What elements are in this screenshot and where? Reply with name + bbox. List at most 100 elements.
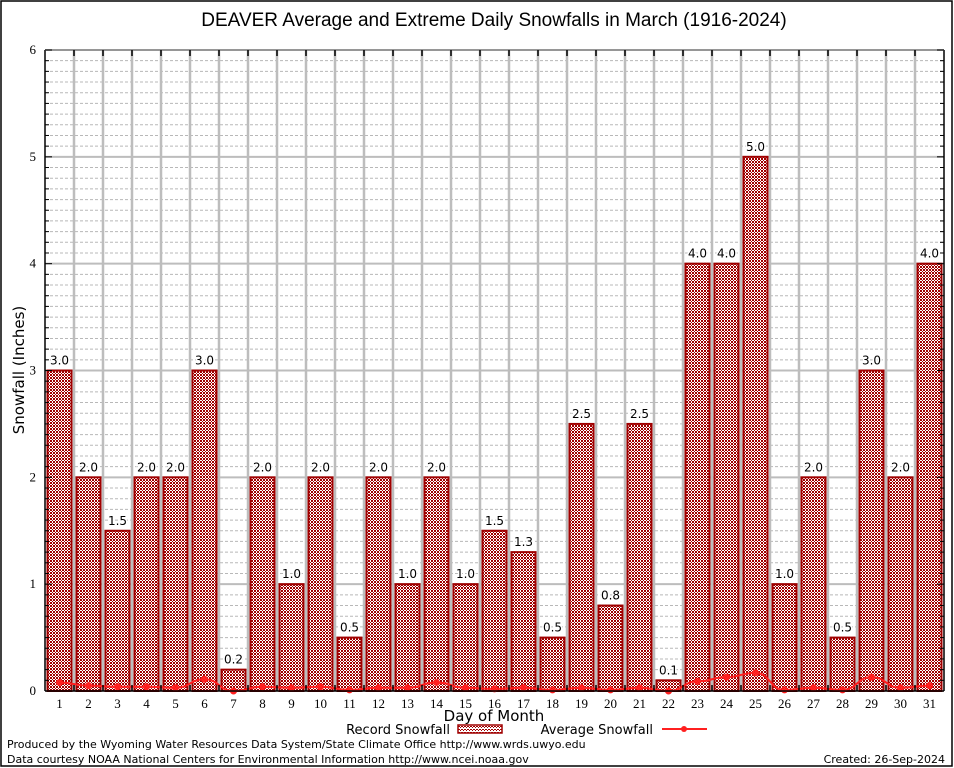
footer-source: Data courtesy NOAA National Centers for … — [7, 753, 529, 766]
record-bar — [481, 529, 508, 692]
record-bar — [510, 551, 537, 692]
y-tick-label: 4 — [30, 256, 37, 271]
x-tick-label: 8 — [259, 696, 266, 711]
average-point — [346, 686, 353, 694]
x-tick-label: 2 — [85, 696, 92, 711]
x-tick-label: 30 — [894, 696, 907, 711]
record-bar — [684, 262, 711, 692]
x-tick-label: 3 — [114, 696, 121, 711]
y-axis-title: Snowfall (Inches) — [10, 306, 28, 434]
average-point — [694, 677, 701, 685]
y-tick-label: 6 — [30, 42, 37, 57]
average-point — [781, 686, 788, 694]
average-point — [607, 686, 614, 694]
average-point — [636, 684, 643, 692]
bar-labels: 3.0 2.0 1.5 2.0 2.0 3.0 0.2 2.0 1.0 2.0 0.5 2.0 1.0 2… — [48, 138, 940, 678]
y-tick-label: 3 — [30, 363, 37, 378]
y-tick-label: 0 — [30, 683, 37, 698]
bar-value-label: 2.0 — [891, 460, 910, 474]
x-axis-title: Day of Month — [444, 707, 545, 725]
bar-value-label: 0.1 — [659, 663, 678, 677]
record-bar — [423, 476, 450, 693]
record-bar — [887, 476, 914, 693]
average-point — [897, 684, 904, 692]
record-bar — [46, 369, 73, 692]
bar-value-label: 0.5 — [543, 621, 562, 635]
average-point — [868, 673, 875, 681]
bar-value-label: 2.5 — [572, 407, 591, 421]
average-point — [201, 675, 208, 683]
average-point — [462, 684, 469, 692]
record-bar — [742, 155, 769, 693]
average-point — [288, 684, 295, 692]
x-tick-label: 14 — [430, 696, 444, 711]
x-tick-labels: 1 2 3 4 5 6 7 8 9 10 11 12 13 14 15 16 17 18 19 20 21 22 23 24 2… — [56, 696, 936, 711]
record-bar — [336, 636, 363, 692]
bar-value-label: 2.0 — [311, 460, 330, 474]
x-tick-label: 4 — [143, 696, 150, 711]
average-point — [114, 683, 121, 691]
bar-value-label: 5.0 — [746, 140, 765, 154]
average-point — [375, 684, 382, 692]
record-bar — [858, 369, 885, 692]
x-tick-label: 25 — [749, 696, 762, 711]
y-tick-label: 1 — [30, 576, 37, 591]
record-bar — [249, 476, 276, 693]
x-tick-label: 11 — [343, 696, 356, 711]
legend-record-swatch — [457, 724, 503, 734]
bar-value-label: 3.0 — [195, 354, 214, 368]
average-point — [317, 683, 324, 691]
average-point — [839, 686, 846, 694]
average-point — [810, 684, 817, 692]
x-tick-label: 31 — [923, 696, 936, 711]
legend-average-label: Average Snowfall — [541, 723, 653, 738]
average-point — [520, 684, 527, 692]
average-point — [56, 678, 63, 686]
bar-value-label: 1.5 — [108, 514, 127, 528]
x-tick-label: 28 — [836, 696, 849, 711]
legend: Record Snowfall Average Snowfall — [346, 723, 707, 738]
x-tick-label: 21 — [633, 696, 646, 711]
bar-value-label: 1.0 — [398, 567, 417, 581]
x-tick-label: 26 — [778, 696, 792, 711]
bar-value-label: 3.0 — [862, 354, 881, 368]
record-bar — [133, 476, 160, 693]
record-bar — [278, 583, 305, 693]
bars — [46, 155, 943, 693]
record-bar — [800, 476, 827, 693]
y-tick-labels: 0 1 2 3 4 5 6 — [30, 42, 37, 698]
chart-title: DEAVER Average and Extreme Daily Snowfal… — [201, 10, 786, 31]
bar-value-label: 1.0 — [282, 567, 301, 581]
bar-value-label: 4.0 — [688, 247, 707, 261]
bar-value-label: 0.5 — [833, 621, 852, 635]
average-point — [752, 669, 759, 677]
bar-value-label: 2.0 — [427, 460, 446, 474]
average-point — [404, 684, 411, 692]
x-tick-label: 19 — [575, 696, 588, 711]
bar-value-label: 0.8 — [601, 589, 620, 603]
y-tick-label: 5 — [30, 149, 37, 164]
bar-value-label: 2.0 — [79, 460, 98, 474]
record-bar — [191, 369, 218, 692]
average-point — [549, 686, 556, 694]
record-bar — [75, 476, 102, 693]
record-bar — [713, 262, 740, 692]
record-bar — [626, 422, 653, 692]
x-tick-label: 24 — [720, 696, 734, 711]
record-bar — [829, 636, 856, 692]
record-bar — [307, 476, 334, 693]
x-tick-label: 5 — [172, 696, 179, 711]
x-tick-label: 29 — [865, 696, 878, 711]
x-tick-label: 6 — [201, 696, 208, 711]
record-bar — [162, 476, 189, 693]
x-tick-label: 9 — [288, 696, 295, 711]
average-point — [578, 684, 585, 692]
axes — [44, 49, 945, 692]
average-point — [926, 682, 933, 690]
average-point — [143, 683, 150, 691]
bar-value-label: 1.0 — [456, 567, 475, 581]
x-tick-label: 23 — [691, 696, 704, 711]
bar-value-label: 2.0 — [137, 460, 156, 474]
